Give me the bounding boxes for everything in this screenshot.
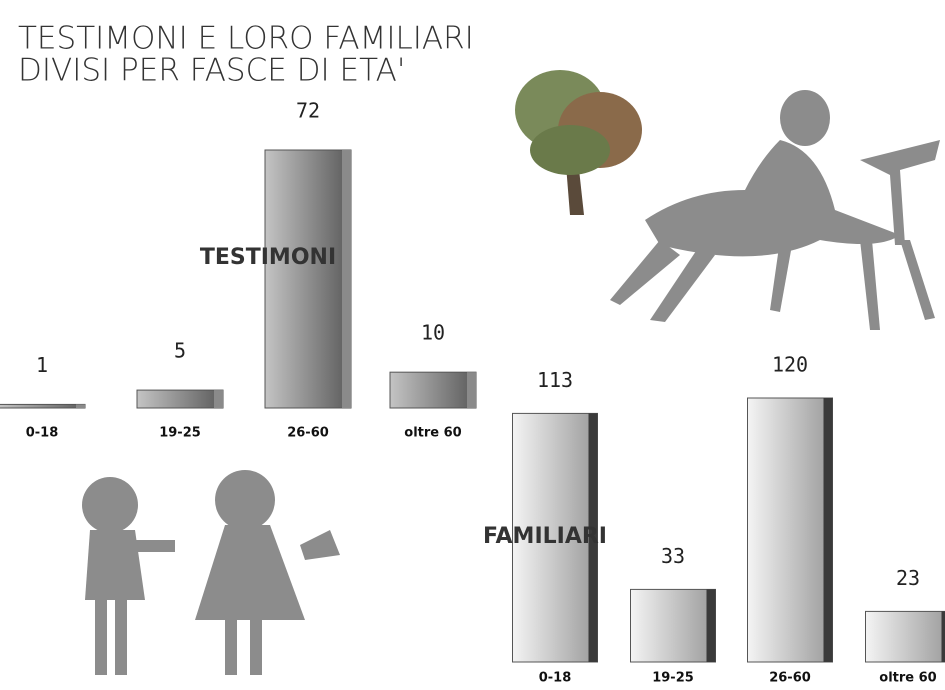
bar-edge: [342, 150, 351, 408]
category-label: 19-25: [159, 426, 201, 441]
woman-illustration: [610, 90, 940, 330]
slide: TESTIMONI E LORO FAMILIARI DIVISI PER FA…: [0, 0, 945, 690]
bar: [265, 150, 351, 408]
title-line: DIVISI PER FASCE DI ETA': [18, 53, 405, 89]
value-label: 10: [421, 321, 445, 345]
category-label: oltre 60: [879, 671, 936, 686]
value-label: 1: [36, 353, 48, 377]
value-label: 5: [174, 339, 186, 363]
value-label: 113: [537, 368, 573, 392]
bar-edge: [707, 589, 716, 662]
bar-edge: [942, 611, 945, 662]
bar-edge: [76, 404, 85, 408]
bar: [866, 611, 945, 662]
value-label: 23: [896, 566, 920, 590]
category-label: 26-60: [287, 426, 329, 441]
category-label: 0-18: [26, 426, 59, 441]
bar-edge: [824, 398, 833, 662]
value-label: 72: [296, 99, 320, 123]
category-label: oltre 60: [404, 426, 461, 441]
chart-name: FAMILIARI: [483, 524, 607, 549]
bar: [137, 390, 223, 408]
bar: [631, 589, 716, 662]
tree-illustration: [515, 70, 642, 215]
bar: [0, 404, 85, 408]
chart-name: TESTIMONI: [200, 245, 336, 270]
bar: [390, 372, 476, 408]
value-label: 33: [661, 544, 685, 568]
category-label: 0-18: [539, 671, 572, 686]
bar-edge: [214, 390, 223, 408]
title-line: TESTIMONI E LORO FAMILIARI: [18, 21, 474, 57]
bar: [748, 398, 833, 662]
children-illustration: [82, 470, 340, 675]
bar-edge: [467, 372, 476, 408]
category-label: 26-60: [769, 671, 811, 686]
value-label: 120: [772, 353, 808, 377]
category-label: 19-25: [652, 671, 694, 686]
